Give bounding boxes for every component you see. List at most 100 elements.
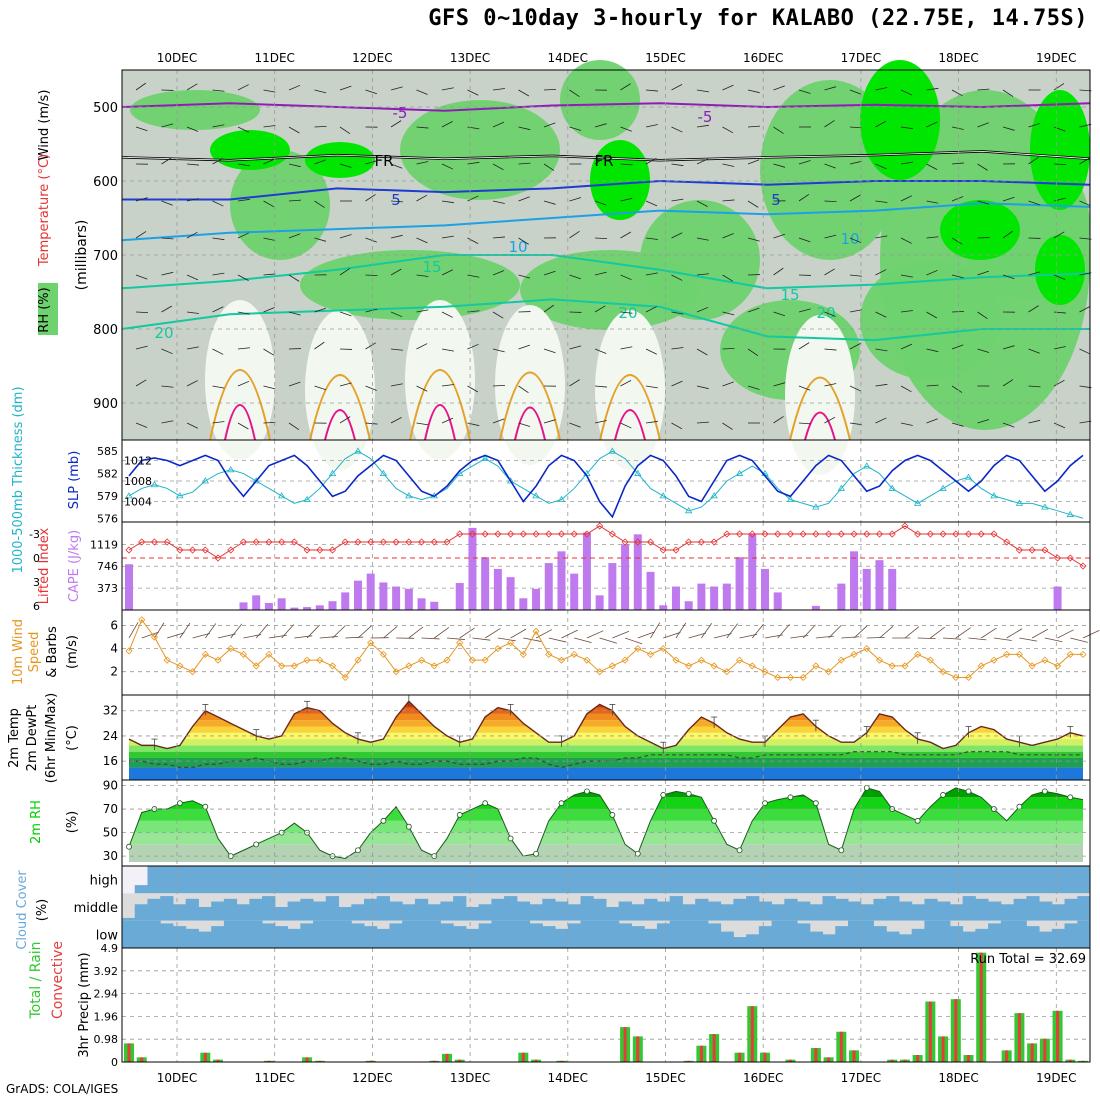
pressure-tick-label: 800 [93, 323, 118, 338]
cloud-bar [580, 866, 594, 894]
cloud-bar [886, 866, 900, 894]
cloud-bar [848, 901, 862, 921]
wind-speed-point [443, 656, 451, 664]
wind-barb [212, 237, 225, 241]
rh-saturated-area [860, 60, 940, 180]
wind-barb [569, 422, 581, 428]
lifted-index-point [812, 530, 820, 538]
wind-barb-10m [204, 623, 217, 639]
rh-point [558, 800, 565, 807]
wind-speed-point [341, 673, 349, 682]
cloud-bar [911, 866, 925, 894]
wind-barb [135, 345, 148, 350]
cape-bar [684, 601, 693, 610]
thickness-point [1015, 499, 1024, 506]
wind-speed-point [799, 673, 807, 682]
wind-barb [212, 385, 225, 389]
wind-barb [1002, 126, 1015, 131]
wind-barb [492, 200, 505, 204]
cloud-bar [733, 866, 747, 894]
wind-barb [696, 124, 709, 128]
cloud-bar [771, 904, 785, 921]
thickness-point [812, 503, 820, 510]
isotherm-line [121, 254, 1091, 290]
rh-saturated-area [210, 130, 290, 170]
contour-label: 15 [422, 258, 441, 276]
cloud-bar [962, 896, 976, 921]
wind-speed-point [825, 668, 833, 676]
wind-barb [492, 88, 505, 91]
cloud-bar [134, 920, 148, 948]
cape-bar [264, 602, 273, 610]
date-tick-top: 16DEC [743, 51, 783, 65]
cloud-bar [1051, 866, 1066, 894]
cloud-bar [886, 896, 900, 921]
cloud-bar [669, 920, 683, 948]
wind-barb-10m [1006, 628, 1023, 639]
precip-conv-bar [521, 1052, 525, 1062]
cloud-bar [606, 866, 620, 894]
cloud-bar [580, 896, 594, 921]
wind-barb [951, 310, 965, 313]
wind-barb [620, 231, 632, 239]
wind-barb [161, 123, 174, 128]
wind-barb [492, 163, 504, 171]
precip-conv-bar [699, 1045, 703, 1062]
wind-axis-label-3: & Barbs [45, 626, 60, 678]
cloud-bar [1000, 866, 1015, 894]
thickness-tick-label: 585 [97, 445, 118, 458]
wind-barb [135, 197, 148, 202]
date-tick-bottom: 11DEC [254, 1071, 294, 1085]
precip-conv-bar [636, 1036, 640, 1062]
thickness-point [1066, 510, 1074, 517]
cloud-bar [465, 907, 480, 921]
date-tick-bottom: 14DEC [548, 1071, 588, 1085]
precip-conv-bar [839, 1031, 843, 1062]
wind-barb [722, 199, 735, 202]
wind-speed-point [621, 656, 629, 664]
cape-bar [837, 583, 846, 610]
wind-barb [696, 237, 709, 241]
wind-barb [390, 120, 402, 128]
cape-bar [570, 573, 579, 610]
wind-speed-point [1053, 662, 1062, 670]
wind-speed-point [1079, 650, 1087, 658]
lifted-index-point [926, 530, 934, 538]
wind-speed-point [265, 650, 273, 658]
wind-speed-point [608, 662, 616, 670]
cloud-bar [262, 923, 276, 948]
cloud-bar [249, 866, 263, 894]
rh-point [634, 850, 641, 857]
wind-barb [1028, 271, 1041, 276]
precip-conv-bar [712, 1034, 716, 1062]
wind-barb [1053, 126, 1066, 132]
wind-barb [135, 231, 147, 239]
contour-label: 20 [154, 324, 173, 342]
wind-barb [1079, 237, 1092, 240]
rh-point [787, 794, 794, 801]
wind-speed-point [405, 662, 413, 670]
rh-point [762, 800, 768, 807]
precip-total-label: Total / Rain [28, 941, 44, 1019]
thickness-point [481, 454, 489, 462]
cloud-bar [695, 898, 709, 921]
wind-barb-10m [230, 623, 243, 639]
wind-barb [1079, 348, 1091, 355]
cloud-bar [555, 928, 569, 948]
cloud-bar [440, 923, 454, 948]
wind-barb-10m [561, 629, 578, 639]
thickness-point [227, 466, 235, 473]
wind-speed-point [735, 656, 744, 664]
lifted-index-point [494, 530, 502, 538]
isotherm-line-inner [121, 150, 1091, 161]
wind-barb [671, 84, 683, 91]
wind-speed-point [634, 645, 642, 653]
cloud-bar [669, 896, 683, 921]
wind-barb [671, 163, 684, 167]
footer-credit: GrADS: COLA/IGES [6, 1082, 119, 1096]
wind-barb [747, 348, 759, 357]
wind-barb [645, 420, 658, 424]
date-tick-top: 10DEC [157, 51, 197, 65]
cloud-bar [937, 901, 951, 921]
wind-barb [569, 274, 581, 280]
